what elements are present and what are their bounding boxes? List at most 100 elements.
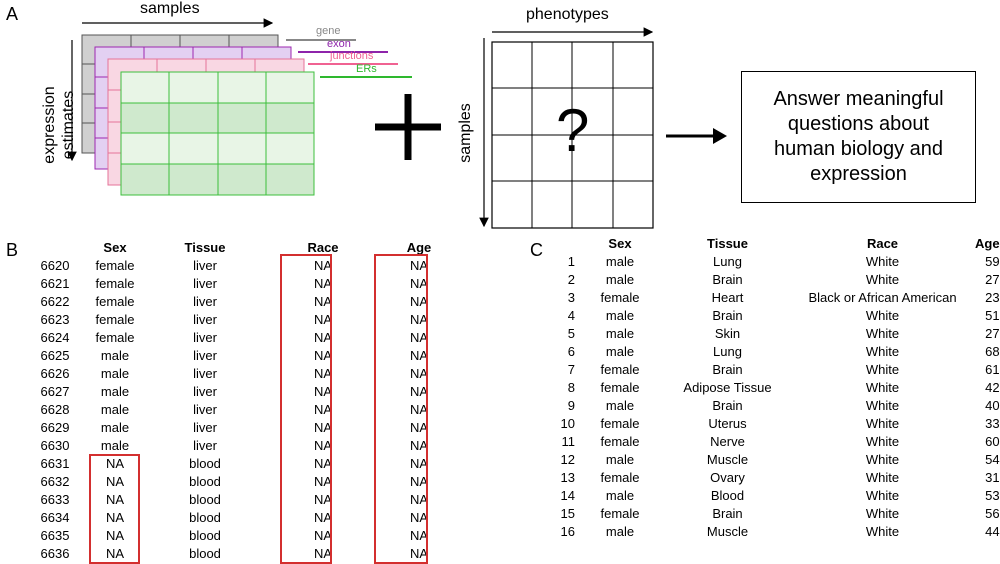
table-b-cell: 6623 (40, 312, 70, 327)
table-c-cell: 15 (560, 506, 575, 521)
table-b-cell: liver (193, 384, 217, 399)
table-c-cell: 42 (985, 380, 1000, 395)
table-b-cell: blood (189, 510, 221, 525)
phenotype-grid (491, 41, 654, 229)
table-c-row: 2 male Brain White 27 (555, 271, 1000, 289)
table-c-row: 10 female Uterus White 33 (555, 415, 1000, 433)
expression-estimates-label: expression estimates (41, 86, 77, 164)
answer-line-4: expression (810, 163, 907, 185)
table-b-cell: NA (409, 492, 429, 507)
table-b-cell: blood (189, 474, 221, 489)
table-c-cell: female (600, 470, 640, 485)
table-b-cell: 6626 (40, 366, 70, 381)
table-c-cell: 27 (985, 272, 1000, 287)
table-c-cell: male (605, 524, 635, 539)
table-b-cell: 6633 (40, 492, 70, 507)
table-b-cell: 6631 (40, 456, 70, 471)
samples-label: samples (140, 0, 200, 17)
table-c-header-4: Age (975, 236, 1000, 251)
table-c-cell: 44 (985, 524, 1000, 539)
table-b-cell: NA (409, 348, 429, 363)
table-b-cell: NA (313, 510, 333, 525)
table-b-row: 6627 male liver NA NA (30, 383, 452, 401)
table-c-cell: White (865, 326, 900, 341)
table-c-cell: 10 (560, 416, 575, 431)
table-b-cell: male (100, 420, 130, 435)
table-c-cell: 1 (567, 254, 575, 269)
table-c-cell: White (865, 416, 900, 431)
table-b-cell: blood (189, 492, 221, 507)
table-c-row: 11 female Nerve White 60 (555, 433, 1000, 451)
table-c-cell: male (605, 254, 635, 269)
table-b-cell: liver (193, 330, 217, 345)
legend-gene-label: gene (316, 25, 341, 37)
table-c-cell: Blood (710, 488, 745, 503)
table-c-cell: White (865, 308, 900, 323)
table-c-cell: 4 (567, 308, 575, 323)
table-b-cell: liver (193, 438, 217, 453)
table-c-cell: 33 (985, 416, 1000, 431)
table-c-cell: Adipose Tissue (683, 380, 772, 395)
table-b-cell: NA (313, 366, 333, 381)
table-c-row: 7 female Brain White 61 (555, 361, 1000, 379)
table-c-cell: 7 (567, 362, 575, 377)
table-c-cell: male (605, 488, 635, 503)
table-c-cell: Muscle (706, 524, 749, 539)
table-b-cell: 6632 (40, 474, 70, 489)
table-c-cell: White (865, 488, 900, 503)
table-b-cell: female (95, 330, 135, 345)
table-b-cell: NA (409, 510, 429, 525)
table-b-cell: NA (409, 528, 429, 543)
table-b-cell: female (95, 276, 135, 291)
table-b-cell: NA (409, 384, 429, 399)
table-c-header-2: Tissue (707, 236, 748, 251)
table-c-cell: Brain (712, 272, 743, 287)
table-b-header-4: Age (406, 240, 432, 255)
table-c-cell: 40 (985, 398, 1000, 413)
table-b-header-3: Race (307, 240, 339, 255)
table-c-cell: White (865, 452, 900, 467)
table-c-row: 3 female Heart Black or African American 23 (555, 289, 1000, 307)
table-c-cell: female (600, 506, 640, 521)
table-c-cell: White (865, 398, 900, 413)
table-b-cell: NA (105, 492, 125, 507)
table-c-cell: Uterus (708, 416, 747, 431)
table-c-cell: 12 (560, 452, 575, 467)
table-c-cell: female (600, 416, 640, 431)
table-c-cell: Black or African American (808, 290, 957, 305)
table-b-cell: NA (105, 510, 125, 525)
table-b-cell: NA (105, 546, 125, 561)
table-b-row: 6626 male liver NA NA (30, 365, 452, 383)
table-c-cell: White (865, 380, 900, 395)
table-c-cell: Heart (711, 290, 744, 305)
table-b-cell: male (100, 402, 130, 417)
phenotypes-label: phenotypes (526, 6, 609, 23)
table-c: Sex Tissue Race Age 1 male Lung White 59 2 male Br… (555, 235, 1000, 541)
table-b-row: 6633 NA blood NA NA (30, 491, 452, 509)
table-b-header-1: Sex (103, 240, 127, 255)
table-b-cell: blood (189, 528, 221, 543)
table-c-cell: male (605, 326, 635, 341)
answer-box: Answer meaningful questions about human … (741, 71, 976, 203)
table-b-cell: 6636 (40, 546, 70, 561)
table-b-row: 6625 male liver NA NA (30, 347, 452, 365)
table-b-cell: NA (409, 258, 429, 273)
table-b-cell: 6629 (40, 420, 70, 435)
legend-junctions-label: junctions (330, 50, 374, 62)
answer-line-2: questions about (787, 113, 930, 135)
table-b-cell: liver (193, 366, 217, 381)
sex-na-highlight (89, 454, 140, 564)
table-b-cell: male (100, 366, 130, 381)
table-b-cell: NA (313, 276, 333, 291)
table-b-cell: NA (313, 294, 333, 309)
table-c-header-0 (555, 235, 575, 253)
table-b-cell: female (95, 258, 135, 273)
table-b-cell: blood (189, 546, 221, 561)
table-c-cell: female (600, 434, 640, 449)
table-b-cell: NA (409, 276, 429, 291)
table-b-cell: NA (313, 528, 333, 543)
age-na-highlight (374, 254, 428, 564)
table-b-row: 6632 NA blood NA NA (30, 473, 452, 491)
table-b-row: 6629 male liver NA NA (30, 419, 452, 437)
table-b-cell: NA (409, 546, 429, 561)
